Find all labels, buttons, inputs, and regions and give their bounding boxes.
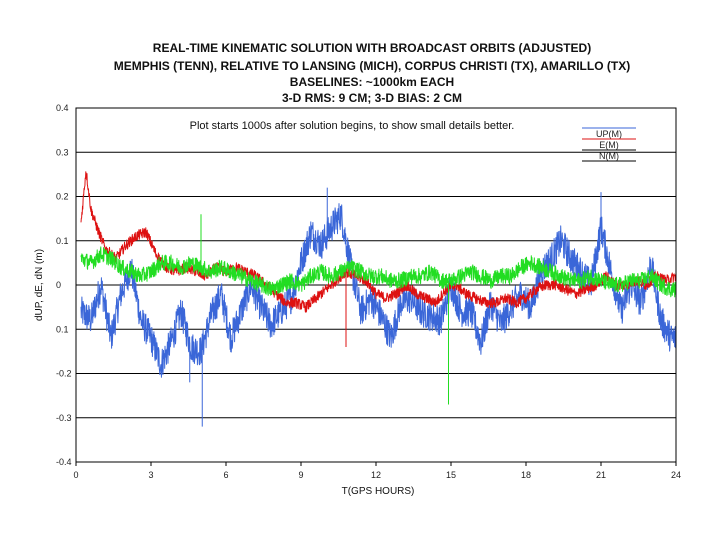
y-tick-label: 0.4 — [56, 103, 69, 113]
x-tick-label: 24 — [671, 470, 681, 480]
x-tick-label: 18 — [521, 470, 531, 480]
series-line-em — [80, 171, 677, 313]
chart-title: REAL-TIME KINEMATIC SOLUTION WITH BROADC… — [114, 41, 630, 105]
spike-layer — [189, 187, 602, 427]
x-tick-label: 0 — [73, 470, 78, 480]
y-tick-label: -0.2 — [56, 369, 72, 379]
title-line-3: BASELINES: ~1000km EACH — [290, 75, 454, 89]
legend: UP(M)E(M)N(M) — [582, 127, 636, 162]
series-line-nm — [80, 246, 677, 298]
x-tick-label: 9 — [298, 470, 303, 480]
y-tick-label: -0.3 — [56, 413, 72, 423]
legend-entry: N(M) — [599, 151, 619, 161]
y-axis-ticks: 0.4 0.3 0.2 0.1 0 0.1 -0.2 -0.3 -0.4 — [56, 103, 72, 467]
title-line-4: 3-D RMS: 9 CM; 3-D BIAS: 2 CM — [282, 91, 462, 105]
y-tick-label: 0.1 — [56, 236, 69, 246]
series-layer — [80, 171, 677, 378]
y-tick-label: 0.3 — [56, 147, 69, 157]
y-tick-label: 0.1 — [56, 324, 69, 334]
title-line-1: REAL-TIME KINEMATIC SOLUTION WITH BROADC… — [153, 41, 591, 55]
x-tick-label: 12 — [371, 470, 381, 480]
x-tick-label: 15 — [446, 470, 456, 480]
y-tick-label: -0.4 — [56, 457, 72, 467]
x-tick-label: 21 — [596, 470, 606, 480]
series-line-upm — [80, 203, 677, 378]
x-axis-label: T(GPS HOURS) — [342, 486, 415, 497]
legend-entry: E(M) — [599, 140, 619, 150]
legend-entry: UP(M) — [596, 129, 622, 139]
x-axis-ticks: 0 3 6 9 12 15 18 21 24 — [73, 462, 681, 480]
x-tick-label: 6 — [223, 470, 228, 480]
x-tick-label: 3 — [148, 470, 153, 480]
y-axis-label: dUP, dE, dN (m) — [34, 249, 45, 321]
title-line-2: MEMPHIS (TENN), RELATIVE TO LANSING (MIC… — [114, 59, 630, 73]
y-tick-label: 0 — [56, 280, 61, 290]
plot-annotation: Plot starts 1000s after solution begins,… — [190, 120, 515, 132]
y-tick-label: 0.2 — [56, 192, 69, 202]
